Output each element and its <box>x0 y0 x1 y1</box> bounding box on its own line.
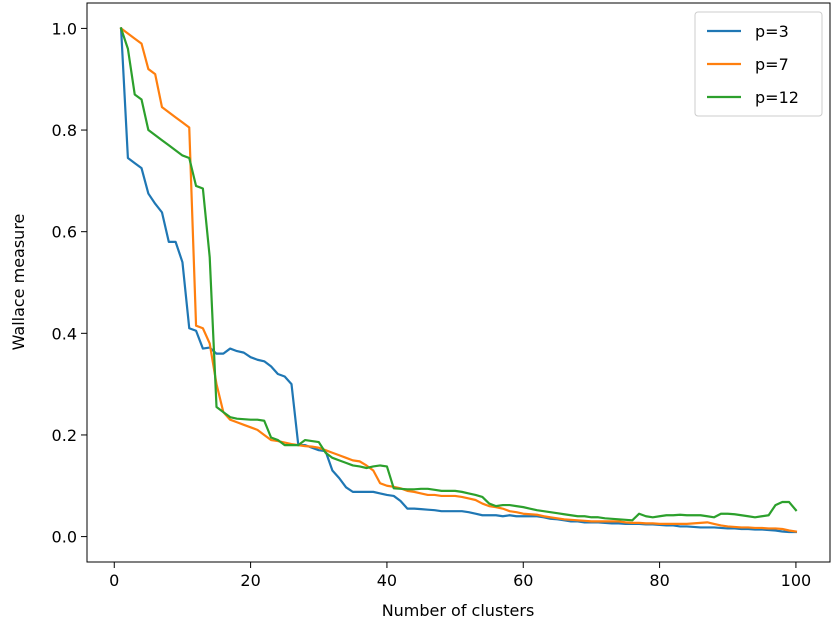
y-tick-label: 0.8 <box>52 121 77 140</box>
y-tick-label: 0.4 <box>52 324 77 343</box>
x-tick-label: 100 <box>781 571 812 590</box>
y-axis-label: Wallace measure <box>9 214 28 351</box>
x-tick-label: 20 <box>240 571 260 590</box>
y-axis-ticks: 0.0 0.2 0.4 0.6 0.8 1.0 <box>52 19 87 547</box>
x-axis-ticks: 0 20 40 60 80 100 <box>109 562 811 590</box>
legend: p=3 p=7 p=12 <box>694 11 823 117</box>
x-tick-label: 0 <box>109 571 119 590</box>
legend-entry: p=3 <box>755 22 789 41</box>
plot-frame <box>86 2 831 563</box>
y-tick-label: 0.6 <box>52 223 77 242</box>
legend-box <box>694 11 823 117</box>
legend-entry: p=12 <box>755 88 799 107</box>
series-line-3 <box>119 27 798 522</box>
series-line-1 <box>119 27 798 534</box>
x-tick-label: 60 <box>513 571 533 590</box>
y-tick-label: 0.2 <box>52 426 77 445</box>
legend-entry: p=7 <box>755 55 789 74</box>
x-axis-label: Number of clusters <box>382 601 535 620</box>
x-tick-label: 80 <box>649 571 669 590</box>
series-layer <box>119 26 798 534</box>
x-tick-label: 40 <box>377 571 397 590</box>
y-tick-label: 0.0 <box>52 528 77 547</box>
y-tick-label: 1.0 <box>52 19 77 38</box>
series-line-2 <box>119 26 798 533</box>
